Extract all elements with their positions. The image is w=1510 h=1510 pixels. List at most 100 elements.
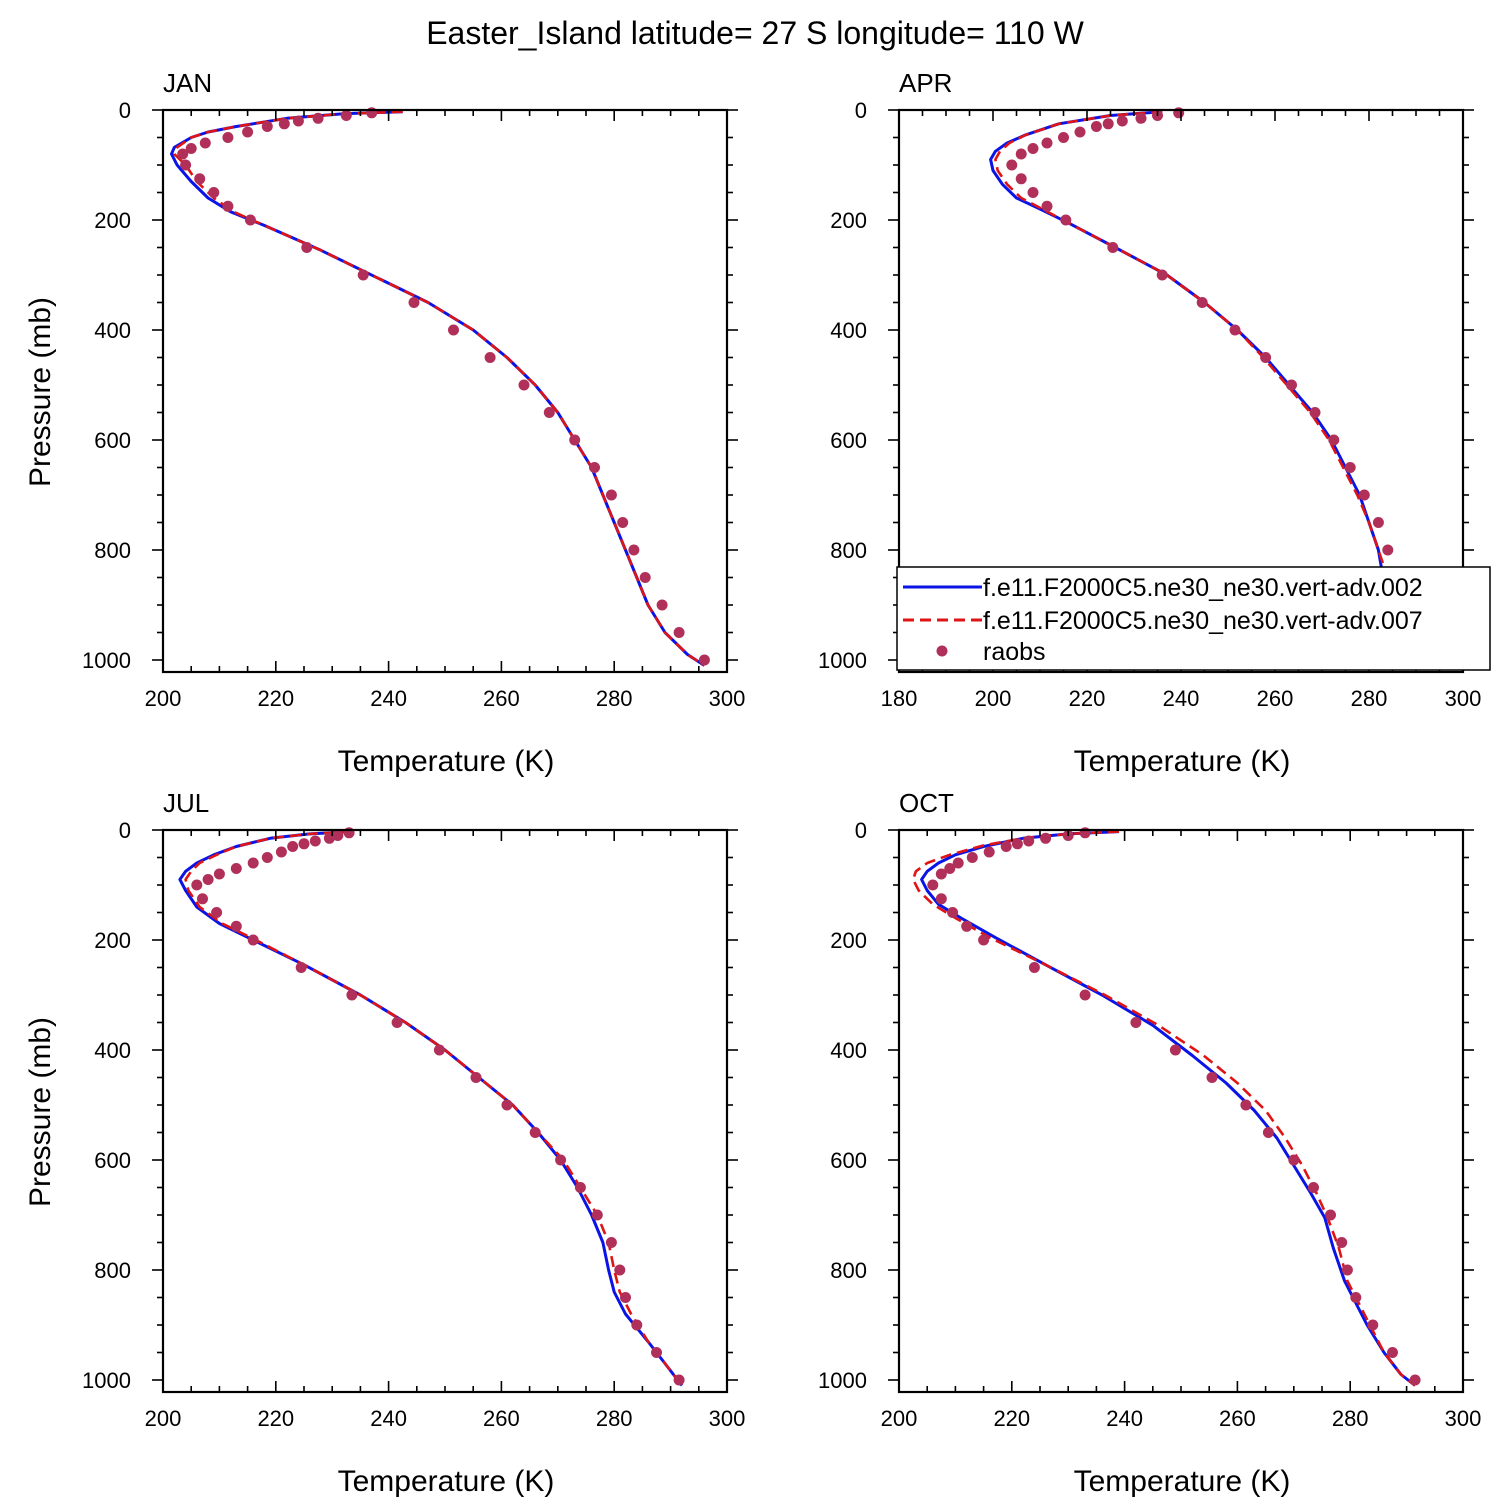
panel-jan-raobs-point [194,173,206,185]
panel-jul-x-tick-label: 300 [709,1406,746,1431]
panel-jan-raobs-point [698,654,710,666]
panel-apr-x-tick-label: 200 [975,686,1012,711]
panel-jan-raobs-point [185,143,197,154]
panel-oct-raobs-point [1341,1264,1353,1276]
panel-jul-raobs-point [332,830,344,841]
panel-jul-raobs-point [591,1209,603,1221]
panel-jan-series-model-007 [173,110,706,667]
panel-jan-x-tick-label: 280 [596,686,633,711]
panel-apr-raobs-point [1358,489,1370,501]
panel-jan-raobs-point [569,434,581,446]
panel-apr-raobs-point [1090,121,1102,132]
panel-jul-raobs-point [529,1127,541,1138]
panel-apr-y-tick-label: 400 [830,318,867,343]
panel-apr-raobs-point [1074,126,1086,138]
panel-jul-x-tick-label: 200 [145,1406,182,1431]
panel-oct-y-tick-label: 200 [830,928,867,953]
panel-jan-raobs-point [673,627,685,638]
panel-jan-y-tick-label: 600 [94,428,131,453]
panel-oct-raobs-point [983,846,995,858]
panel-jul-raobs-point [211,907,223,918]
panel-jul-y-tick-label: 200 [94,928,131,953]
panel-apr-x-tick-label: 220 [1069,686,1106,711]
panel-apr-series-model-007 [994,110,1441,667]
panel-oct-raobs-point [1000,841,1012,852]
legend-box [896,566,1491,671]
panel-apr-y-tick-label: 0 [855,98,867,123]
panel-jul-y-tick-label: 800 [94,1258,131,1283]
panel-jul-raobs-point [323,832,335,844]
panel-jul-raobs-point [346,989,358,1001]
panel-jan-raobs-point [222,200,234,212]
panel-oct-raobs-point [1409,1374,1421,1386]
panel-oct-x-tick-label: 200 [881,1406,918,1431]
panel-oct-raobs-point [1325,1209,1336,1221]
panel-jul-raobs-point [673,1374,685,1386]
panel-oct-x-axis-title: Temperature (K) [1074,1465,1291,1498]
panel-jan-raobs-point [605,489,617,501]
panel-oct-raobs-point [1308,1182,1319,1193]
panel-apr-raobs-point [1015,173,1027,185]
panel-jan: JAN Temperature (K) Pressure (mb) 200 220… [24,68,745,778]
panel-apr-raobs-point [1309,407,1321,418]
panel-jul-raobs-point [298,838,310,850]
panel-apr-y-tick-label: 200 [830,208,867,233]
panel-jan-raobs-point [408,297,420,308]
legend-label-007: f.e11.F2000C5.ne30_ne30.vert-adv.007 [983,607,1423,635]
panel-jan-raobs-point [261,121,273,132]
panel-jan-x-tick-label: 300 [709,686,746,711]
panel-oct-title: OCT [899,788,954,818]
panel-oct-series-raobs [927,827,1421,1386]
panel-jul-y-tick-label: 600 [94,1148,131,1173]
panel-jan-raobs-point [199,137,211,149]
panel-oct-series-model-007 [911,830,1416,1387]
panel-jul-raobs-point [501,1099,513,1111]
panel-oct-raobs-point [1350,1292,1362,1303]
panel-jul-raobs-point [651,1347,662,1358]
panel-jul-raobs-point [433,1044,445,1056]
panel-oct-y-tick-label: 1000 [818,1368,867,1393]
panel-jul-raobs-point [555,1154,567,1166]
panel-apr-x-tick-label: 260 [1257,686,1294,711]
panel-jul-y-tick-label: 0 [119,818,131,843]
panel-jan-y-tick-label: 200 [94,208,131,233]
panel-jan-raobs-point [180,159,192,171]
panel-jan-y-tick-label: 1000 [82,648,131,673]
panel-jul-title: JUL [163,788,209,818]
panel-apr-y-tick-label: 600 [830,428,867,453]
panel-jul-raobs-point [605,1237,617,1248]
panel-jul-x-tick-label: 220 [257,1406,294,1431]
panel-oct-raobs-point [1336,1237,1348,1248]
panel-apr-raobs-point [1027,187,1039,198]
panel-oct-raobs-point [947,907,959,918]
panel-jul-raobs-point [213,868,225,880]
panel-oct-raobs-point [1040,832,1052,844]
panel-jul-x-tick-label: 240 [370,1406,407,1431]
panel-oct-raobs-point [1262,1127,1274,1138]
panel-jan-x-axis-title: Temperature (K) [338,745,555,778]
panel-apr-x-tick-label: 300 [1445,686,1482,711]
panel-jul-series-model-002 [178,830,684,1387]
panel-jan-raobs-point [628,544,640,556]
panel-oct-raobs-point [935,893,947,905]
panel-jul-raobs-point [287,841,299,852]
panel-oct-raobs-point [935,868,947,880]
panel-jul-plot-frame [161,828,729,1394]
panel-oct-raobs-point [1023,835,1035,847]
panel-jan-raobs-point [312,112,324,124]
panel-jan-y-tick-label: 800 [94,538,131,563]
panel-jul-raobs-point [470,1072,482,1083]
panel-jan-raobs-point [617,517,629,528]
panel-oct-raobs-point [1240,1099,1252,1111]
panel-jul-raobs-point [247,934,259,946]
panel-apr-raobs-point [1328,434,1340,446]
panel-oct-raobs-point [952,857,964,869]
panel-apr-x-tick-label: 280 [1351,686,1388,711]
panel-jul-y-axis-title: Pressure (mb) [24,1017,57,1207]
panel-jan-y-tick-label: 400 [94,318,131,343]
panel-jan-raobs-point [448,324,459,336]
panel-oct-raobs-point [1011,838,1023,850]
panel-oct-raobs-point [1130,1017,1142,1028]
panel-jan-raobs-point [292,115,304,127]
